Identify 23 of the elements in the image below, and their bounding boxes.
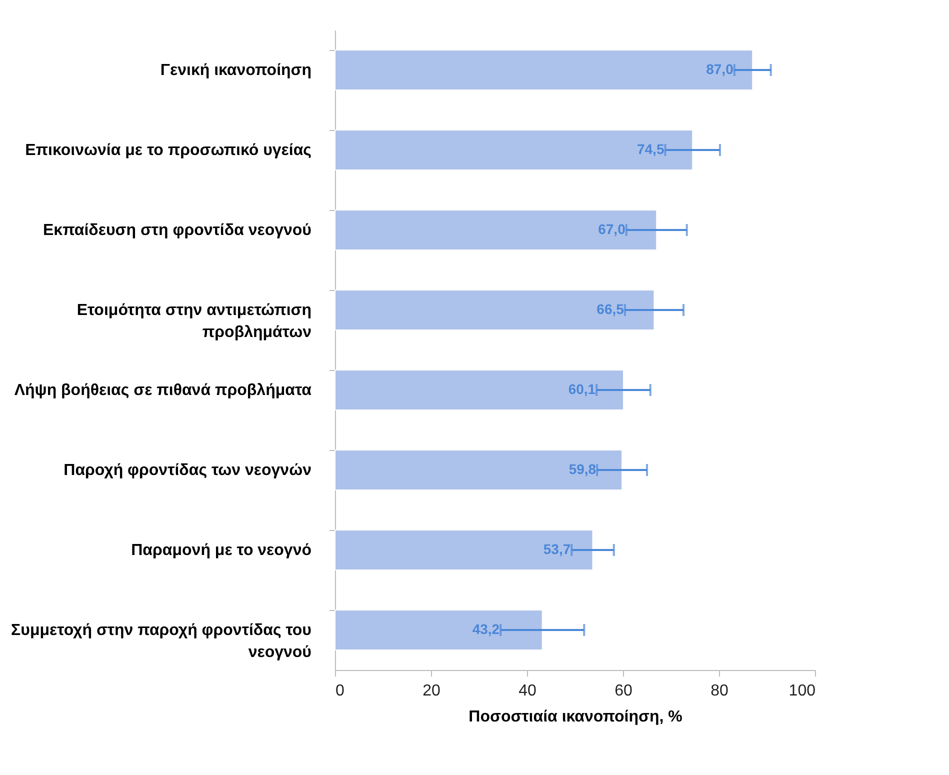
y-tick-label: Γενική ικανοποίηση	[160, 62, 312, 79]
data-label: 66,5	[596, 301, 624, 317]
data-label: 87,0	[706, 61, 734, 77]
x-tick-label: 20	[422, 682, 440, 700]
data-label: 74,5	[636, 141, 664, 157]
x-tick-label: 80	[710, 682, 728, 700]
y-tick-label: Παραμονή με το νεογνό	[131, 542, 312, 559]
x-tick-label: 100	[788, 682, 816, 700]
x-tick-label: 60	[614, 682, 632, 700]
y-tick-label: Λήψη βοήθειας σε πιθανά προβλήματα	[14, 382, 312, 399]
data-label: 53,7	[543, 541, 571, 557]
y-tick-label: Παροχή φροντίδας των νεογνών	[64, 462, 312, 479]
y-tick-label: Συμμετοχή στην παροχή φροντίδας του νεογνού	[11, 622, 312, 661]
data-label: 59,8	[568, 461, 596, 477]
y-tick-label: Επικοινωνία με το προσωπικό υγείας	[25, 142, 312, 159]
x-tick-label: 0	[336, 682, 344, 700]
data-label: 60,1	[568, 381, 596, 397]
y-tick-label: Εκπαίδευση στη φροντίδα νεογνού	[43, 222, 312, 239]
x-tick-label: 40	[518, 682, 536, 700]
y-tick-label: Ετοιμότητα στην αντιμετώπιση προβλημάτων	[76, 302, 312, 341]
data-label: 43,2	[472, 621, 500, 637]
data-label: 67,0	[598, 221, 626, 237]
x-axis-title: Ποσοστιαία ικανοποίηση, %	[468, 708, 682, 726]
